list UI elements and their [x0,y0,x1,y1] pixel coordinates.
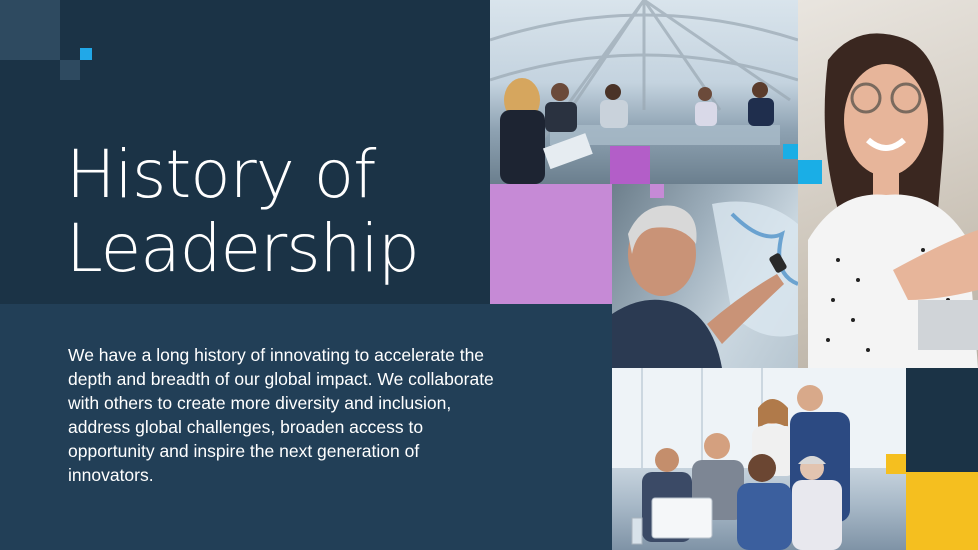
title-line-2: Leadership [66,210,420,287]
smiling-woman-photo [798,0,978,368]
decor-square-purple-small [650,184,664,198]
boardroom-meeting-photo [490,0,798,184]
decor-square-purple-dark [610,146,650,184]
man-with-chart-photo [612,184,798,368]
woman-illustration [808,33,978,368]
decor-square-cyan-3 [783,144,798,159]
body-text: We have a long history of innovating to … [68,345,494,485]
man-illustration [612,201,798,368]
team-illustration [612,368,906,550]
decor-square-yellow [906,472,978,550]
body-panel [0,304,612,550]
decor-square-yellow-small [886,454,906,474]
decor-square-dark-small [60,60,80,80]
decor-square-cyan-2 [798,160,822,184]
title-line-1: History of [66,136,376,213]
decor-square-purple [490,184,612,304]
team-meeting-photo [612,368,906,550]
boardroom-illustration [490,0,798,184]
page-title: History of Leadership [66,136,420,287]
decor-square-cyan [80,48,92,60]
decor-square-dark [0,0,60,60]
